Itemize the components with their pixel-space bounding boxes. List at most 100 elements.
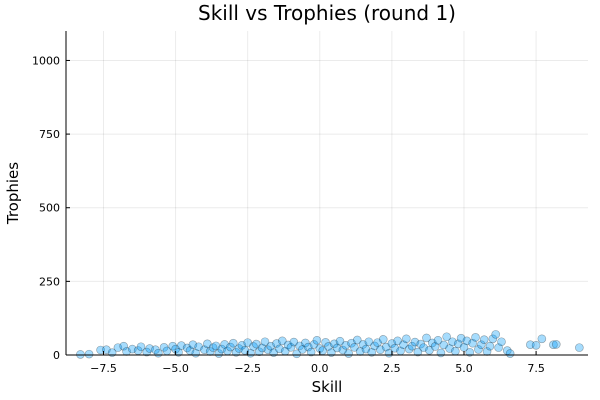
scatter-point xyxy=(295,341,304,351)
scatter-point xyxy=(200,345,209,354)
scatter-point xyxy=(416,339,426,349)
scatter-point xyxy=(306,347,316,357)
scatter-point xyxy=(76,350,85,359)
scatter-point xyxy=(381,342,391,352)
scatter-point xyxy=(208,343,218,352)
scatter-point xyxy=(433,335,443,345)
scatter-point xyxy=(324,342,333,351)
y-tick-labels: 0 250 500 750 1000 xyxy=(32,54,70,362)
scatter-point xyxy=(272,339,281,348)
scatter-point xyxy=(404,344,414,354)
scatter-point xyxy=(456,333,466,343)
scatter-point xyxy=(350,343,359,352)
scatter-point xyxy=(549,340,558,349)
scatter-point xyxy=(113,343,123,352)
y-axis-label: Trophies xyxy=(4,162,22,225)
scatter-point xyxy=(387,339,397,348)
scatter-point xyxy=(407,341,417,351)
scatter-point xyxy=(373,338,382,347)
scatter-point xyxy=(448,337,457,347)
scatter-point xyxy=(442,332,451,342)
scatter-point xyxy=(254,347,264,357)
scatter-point xyxy=(575,343,584,352)
scatter-point xyxy=(352,335,362,345)
scatter-point xyxy=(344,349,353,358)
scatter-point xyxy=(393,336,402,346)
scatter-point xyxy=(453,339,463,349)
scatter-point xyxy=(399,340,408,349)
scatter-point xyxy=(275,344,284,354)
scatter-point xyxy=(309,340,319,349)
scatter-point xyxy=(491,330,501,339)
scatter-point xyxy=(358,340,368,349)
scatter-point xyxy=(497,337,506,347)
scatter-point xyxy=(551,340,561,349)
scatter-point xyxy=(102,345,111,354)
scatter-point xyxy=(214,349,224,358)
x-tick-label: −5.0 xyxy=(162,362,189,375)
scatter-point xyxy=(402,334,411,344)
scatter-point xyxy=(301,338,310,348)
scatter-point xyxy=(465,348,475,357)
scatter-point xyxy=(226,342,235,352)
x-tick-label: −7.5 xyxy=(90,362,117,375)
scatter-point xyxy=(228,338,238,348)
scatter-point xyxy=(188,340,198,349)
x-tick-label: 2.5 xyxy=(383,362,401,375)
x-tick-labels: −7.5 −5.0 −2.5 0.0 2.5 5.0 7.5 xyxy=(90,351,545,375)
scatter-point xyxy=(168,341,178,351)
scatter-point xyxy=(485,341,495,351)
scatter-point xyxy=(370,341,379,351)
scatter-point xyxy=(252,339,261,349)
scatter-point xyxy=(292,349,302,359)
x-axis-label: Skill xyxy=(312,378,343,396)
y-tick-label: 1000 xyxy=(32,54,60,67)
scatter-point xyxy=(286,343,296,352)
scatter-point xyxy=(332,343,342,353)
scatter-point xyxy=(341,340,351,350)
x-tick-label: 0.0 xyxy=(311,362,329,375)
scatter-point xyxy=(243,338,252,347)
scatter-point xyxy=(136,342,146,352)
y-tick-label: 250 xyxy=(39,275,60,288)
scatter-point xyxy=(537,334,547,344)
scatter-point xyxy=(494,343,503,352)
scatter-point xyxy=(335,336,345,346)
scatter-point xyxy=(445,344,454,353)
scatter-point xyxy=(376,345,385,354)
chart-title: Skill vs Trophies (round 1) xyxy=(198,1,456,25)
scatter-point xyxy=(260,337,270,347)
scatter-point xyxy=(263,345,273,354)
scatter-point xyxy=(476,340,486,349)
x-tick-label: 5.0 xyxy=(455,362,473,375)
scatter-point xyxy=(182,343,192,353)
scatter-point xyxy=(468,338,477,348)
x-tick-label: 7.5 xyxy=(527,362,545,375)
scatter-point xyxy=(266,341,276,351)
scatter-point xyxy=(303,342,313,352)
scatter-point xyxy=(289,337,299,347)
axes xyxy=(65,31,588,356)
scatter-point xyxy=(410,337,420,347)
scatter-point xyxy=(427,338,437,348)
scatter-point xyxy=(419,343,428,352)
scatter-point xyxy=(84,349,94,359)
scatter-point xyxy=(364,337,374,347)
scatter-point xyxy=(451,346,460,356)
scatter-point xyxy=(474,345,483,354)
scatter-point xyxy=(237,340,247,350)
scatter-point xyxy=(231,348,241,357)
scatter-point xyxy=(347,338,356,348)
scatter-point xyxy=(471,333,480,342)
scatter-point xyxy=(462,336,472,346)
scatter-point xyxy=(217,344,227,354)
scatter-point xyxy=(312,335,322,345)
scatter-point xyxy=(505,349,515,358)
scatter-point xyxy=(422,333,431,343)
scatter-point xyxy=(203,339,212,349)
scatter-point xyxy=(128,344,137,354)
scatter-point xyxy=(151,345,160,354)
y-tick-label: 0 xyxy=(53,349,60,362)
scatter-point xyxy=(430,342,440,351)
